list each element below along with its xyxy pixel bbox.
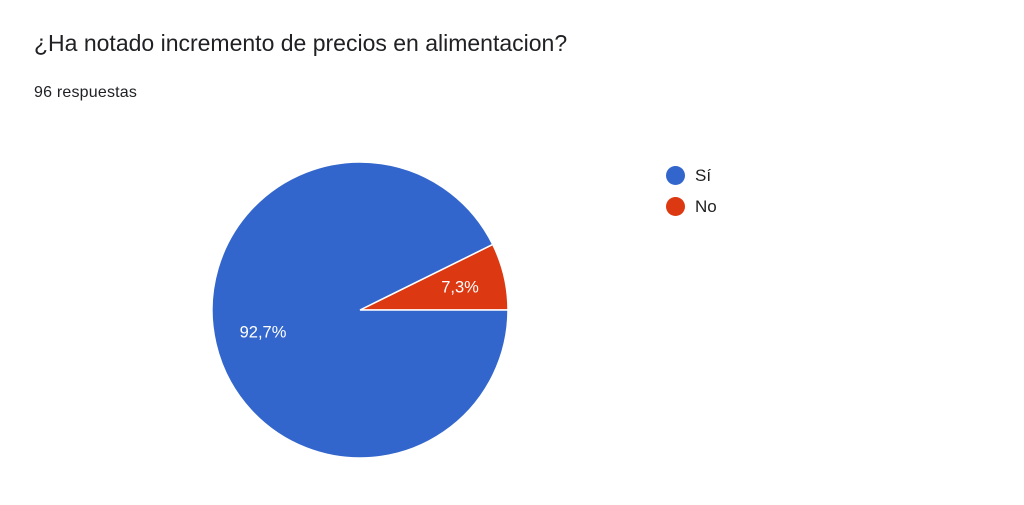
legend-item-si[interactable]: Sí xyxy=(666,160,717,191)
pie-slice-labels: 7,3% 92,7% xyxy=(240,278,480,341)
legend-swatch-no xyxy=(666,197,685,216)
legend-item-no[interactable]: No xyxy=(666,191,717,222)
legend-label-si: Sí xyxy=(695,165,712,185)
response-count: 96 respuestas xyxy=(34,84,138,101)
legend-swatch-si xyxy=(666,166,685,185)
chart-legend: Sí No xyxy=(666,160,717,222)
slice-label-no: 7,3% xyxy=(441,278,479,296)
slice-label-si: 92,7% xyxy=(240,323,287,341)
pie-slices xyxy=(211,161,509,459)
page-title: ¿Ha notado incremento de precios en alim… xyxy=(34,30,568,56)
legend-label-no: No xyxy=(695,196,717,216)
pie-slice-si[interactable] xyxy=(211,161,509,459)
